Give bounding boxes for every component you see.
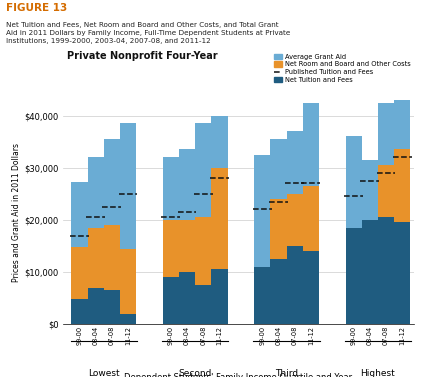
Bar <box>179 149 195 220</box>
Text: Lowest: Lowest <box>88 369 119 377</box>
Bar <box>120 123 136 248</box>
Bar <box>254 267 271 324</box>
Bar <box>362 220 378 324</box>
Bar <box>287 131 303 194</box>
Legend: Average Grant Aid, Net Room and Board and Other Costs, Published Tuition and Fee: Average Grant Aid, Net Room and Board an… <box>271 51 414 86</box>
Text: FIGURE 13: FIGURE 13 <box>6 3 68 13</box>
Bar <box>346 136 362 228</box>
Bar <box>195 123 211 217</box>
Bar <box>120 248 136 314</box>
Text: Highest: Highest <box>360 369 395 377</box>
Bar <box>104 290 120 324</box>
Bar <box>254 155 271 267</box>
Y-axis label: Prices and Grant Aid in 2011 Dollars: Prices and Grant Aid in 2011 Dollars <box>12 143 21 282</box>
Bar <box>71 247 88 299</box>
Bar <box>120 314 136 324</box>
Bar <box>378 217 394 324</box>
Bar <box>394 97 410 149</box>
Bar <box>211 270 227 324</box>
Bar <box>179 220 195 272</box>
Text: Third: Third <box>275 369 298 377</box>
Bar <box>287 194 303 246</box>
Bar <box>303 103 319 186</box>
Bar <box>346 228 362 324</box>
X-axis label: Dependent Students' Family Income Quartile and Year: Dependent Students' Family Income Quarti… <box>124 373 352 377</box>
Bar <box>88 228 104 288</box>
Bar <box>378 165 394 217</box>
Bar <box>211 168 227 270</box>
Bar <box>211 116 227 168</box>
Bar <box>195 217 211 285</box>
Bar <box>71 299 88 324</box>
Bar <box>394 149 410 222</box>
Bar <box>163 220 179 277</box>
Bar <box>88 288 104 324</box>
Text: Second: Second <box>179 369 212 377</box>
Bar <box>394 222 410 324</box>
Bar <box>287 246 303 324</box>
Bar <box>271 199 287 259</box>
Text: Net Tuition and Fees, Net Room and Board and Other Costs, and Total Grant
Aid in: Net Tuition and Fees, Net Room and Board… <box>6 21 291 44</box>
Bar <box>303 251 319 324</box>
Bar <box>362 160 378 220</box>
Bar <box>179 272 195 324</box>
Bar <box>271 139 287 199</box>
Bar <box>104 139 120 225</box>
Bar <box>71 182 88 247</box>
Bar <box>88 157 104 228</box>
Bar <box>378 103 394 165</box>
Text: Private Nonprofit Four-Year: Private Nonprofit Four-Year <box>67 51 217 61</box>
Bar <box>271 259 287 324</box>
Bar <box>163 157 179 220</box>
Bar <box>163 277 179 324</box>
Bar <box>104 225 120 290</box>
Bar <box>303 186 319 251</box>
Bar <box>195 285 211 324</box>
